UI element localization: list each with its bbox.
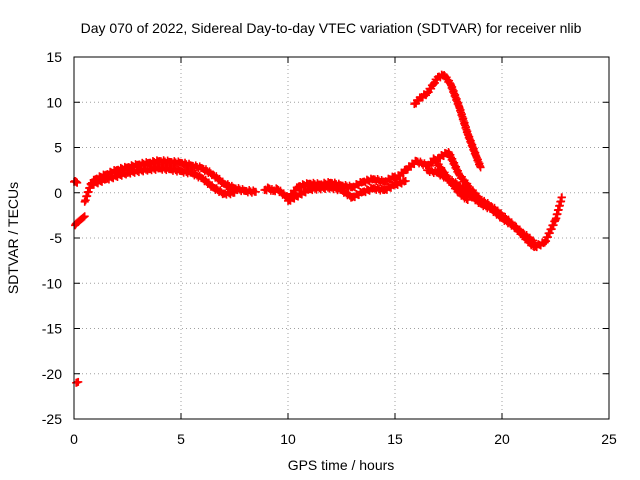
series-afternoon-branch	[423, 165, 539, 247]
grid-lines	[74, 57, 609, 419]
series-outlier	[72, 377, 83, 387]
series-early-point	[70, 176, 82, 187]
x-tick-label: 10	[280, 431, 296, 447]
series-morning-arc-lower	[87, 163, 239, 199]
y-tick-label: -20	[42, 366, 62, 382]
x-tick-label: 0	[70, 431, 78, 447]
x-tick-label: 20	[494, 431, 510, 447]
x-axis-label: GPS time / hours	[288, 457, 395, 473]
y-tick-label: -5	[50, 230, 63, 246]
series-early-segment	[71, 212, 89, 230]
series-midday-lower	[284, 176, 410, 205]
x-tick-label: 15	[387, 431, 403, 447]
y-axis-ticks: -25 -20 -15 -10 -5 0 5 10 15	[42, 49, 609, 427]
y-tick-label: 15	[46, 49, 62, 65]
x-tick-label: 5	[177, 431, 185, 447]
y-tick-label: 10	[46, 94, 62, 110]
y-tick-label: -25	[42, 411, 62, 427]
chart-title: Day 070 of 2022, Sidereal Day-to-day VTE…	[81, 20, 582, 36]
x-tick-label: 25	[601, 431, 617, 447]
y-tick-label: -10	[42, 275, 62, 291]
y-tick-label: -15	[42, 321, 62, 337]
y-tick-label: 0	[54, 185, 62, 201]
y-axis-label: SDTVAR / TECUs	[5, 182, 21, 294]
data-series	[70, 70, 566, 387]
series-peak-arc	[410, 70, 485, 172]
series-morning-arc	[80, 156, 260, 206]
series-cross-branch	[429, 154, 472, 204]
y-tick-label: 5	[54, 140, 62, 156]
x-axis-ticks: 0 5 10 15 20 25	[70, 57, 617, 447]
